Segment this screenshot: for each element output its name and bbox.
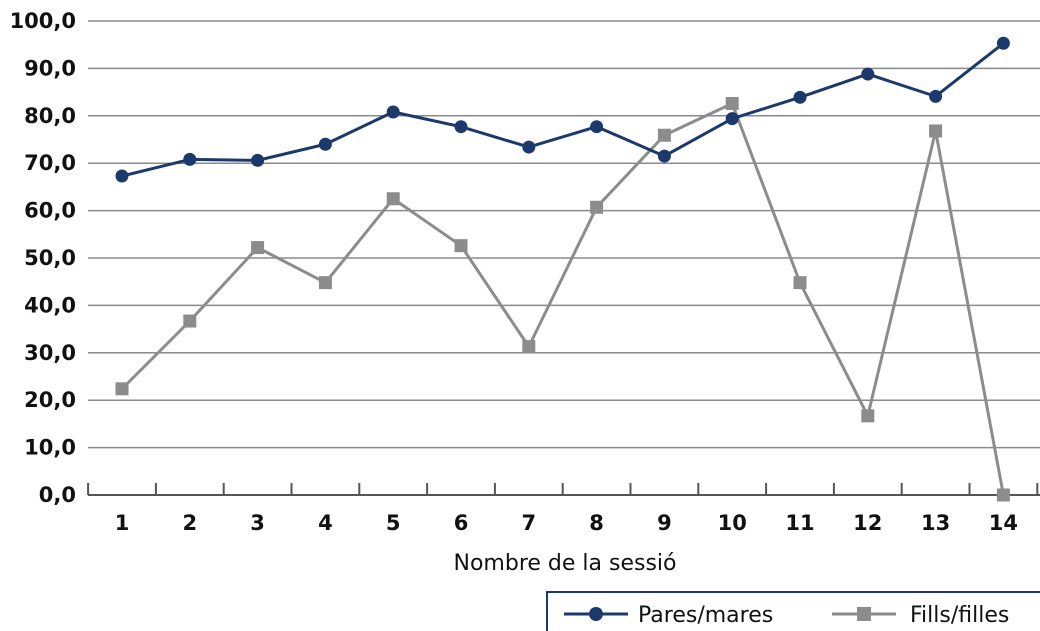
- x-tick-label: 7: [521, 511, 536, 535]
- data-point-square: [318, 276, 332, 290]
- x-tick-label: 11: [785, 511, 814, 535]
- x-tick-label: 4: [318, 511, 333, 535]
- series-markers: [115, 36, 1010, 502]
- data-point-circle: [725, 112, 739, 126]
- x-tick-label: 2: [182, 511, 197, 535]
- data-point-circle: [251, 153, 265, 167]
- y-tick-label: 60,0: [24, 199, 76, 223]
- data-point-square: [657, 128, 671, 142]
- data-point-square: [386, 192, 400, 206]
- data-point-square: [115, 382, 129, 396]
- legend-label-fills-filles: Fills/filles: [910, 603, 1009, 628]
- x-tick-label: 10: [718, 511, 747, 535]
- data-point-square: [183, 314, 197, 328]
- data-point-square: [251, 241, 265, 255]
- y-tick-label: 40,0: [24, 293, 76, 317]
- data-point-circle: [386, 105, 400, 119]
- data-point-square: [996, 488, 1010, 502]
- data-point-circle: [318, 137, 332, 151]
- data-point-circle: [861, 67, 875, 81]
- data-point-square: [793, 276, 807, 290]
- x-tick-label: 9: [657, 511, 672, 535]
- x-tick-label: 14: [989, 511, 1018, 535]
- y-tick-label: 50,0: [24, 246, 76, 270]
- x-axis-ticks: 1 2 3 4 5 6 7 8 9 10 11 12 13 14: [87, 483, 1039, 535]
- y-tick-label: 100,0: [10, 9, 76, 33]
- data-point-circle: [996, 36, 1010, 50]
- data-point-circle: [793, 90, 807, 104]
- y-tick-label: 0,0: [39, 483, 76, 507]
- x-tick-label: 3: [250, 511, 265, 535]
- legend-marker-fills-filles: [857, 607, 871, 621]
- data-point-circle: [657, 149, 671, 163]
- data-point-square: [725, 96, 739, 110]
- data-point-circle: [115, 169, 129, 183]
- y-axis-ticks: 0,0 10,0 20,0 30,0 40,0 50,0 60,0 70,0 80,0 90,0 1…: [10, 9, 76, 507]
- data-point-circle: [454, 120, 468, 134]
- x-tick-label: 13: [921, 511, 950, 535]
- y-tick-label: 90,0: [24, 56, 76, 80]
- x-axis-label: Nombre de la sessió: [454, 551, 677, 576]
- y-tick-label: 30,0: [24, 341, 76, 365]
- data-point-circle: [183, 152, 197, 166]
- x-tick-label: 1: [115, 511, 130, 535]
- data-point-circle: [522, 140, 536, 154]
- x-tick-label: 8: [589, 511, 604, 535]
- series-line-fills-filles: [120, 101, 1005, 496]
- y-tick-label: 10,0: [24, 436, 76, 460]
- data-point-square: [454, 239, 468, 253]
- x-tick-label: 5: [386, 511, 401, 535]
- series-line-pares-mares: [121, 42, 1005, 178]
- data-point-square: [590, 200, 604, 214]
- y-tick-label: 20,0: [24, 388, 76, 412]
- data-point-square: [861, 409, 875, 423]
- y-tick-label: 80,0: [24, 104, 76, 128]
- legend-box: [546, 591, 1040, 631]
- data-point-circle: [590, 120, 604, 134]
- legend-label-pares-mares: Pares/mares: [638, 603, 773, 628]
- gridlines: [88, 20, 1040, 449]
- y-tick-label: 70,0: [24, 151, 76, 175]
- legend: Pares/mares Fills/filles: [546, 591, 1040, 631]
- series-lines: [120, 42, 1005, 496]
- data-point-square: [929, 124, 943, 138]
- data-point-circle: [929, 89, 943, 103]
- legend-marker-pares-mares: [589, 607, 603, 621]
- data-point-square: [522, 340, 536, 354]
- x-tick-label: 12: [853, 511, 882, 535]
- x-tick-label: 6: [454, 511, 469, 535]
